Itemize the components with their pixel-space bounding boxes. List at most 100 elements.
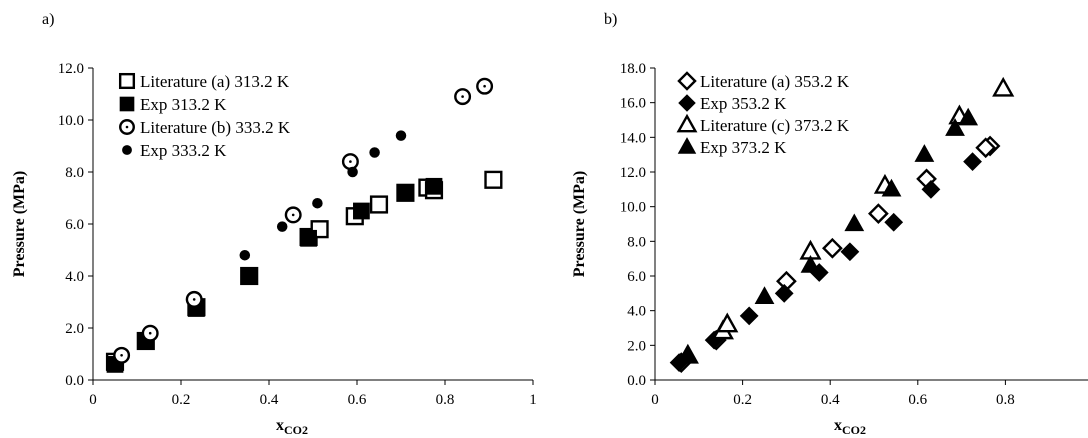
panel-label: a)	[42, 11, 54, 28]
data-point-dot	[148, 331, 152, 335]
legend-label: Exp 373.2 K	[700, 138, 787, 157]
y-tick-label: 16.0	[620, 96, 646, 112]
data-point	[921, 179, 941, 199]
x-axis-label: xCO2	[834, 417, 866, 437]
y-tick-label: 10.0	[620, 200, 646, 216]
x-axis-label-sub: CO2	[284, 423, 308, 437]
x-axis-label-main: x	[834, 417, 842, 434]
data-point	[425, 177, 443, 195]
y-tick-label: 14.0	[620, 130, 646, 146]
data-point	[945, 118, 965, 136]
data-point	[884, 212, 904, 232]
data-point-dot	[291, 213, 295, 217]
y-tick-label: 0.0	[65, 373, 84, 389]
chart-panel-b: b) 0.0 2.0 4.0 6.0 8.0 10.0 12.0 14.0 16.0 18.0 0 0.…	[571, 11, 1088, 437]
data-point-dot	[120, 354, 123, 357]
x-tick-label: 0.8	[996, 392, 1015, 408]
data-point	[353, 202, 370, 220]
series-1	[106, 177, 443, 373]
data-point	[739, 306, 759, 326]
y-tick-label: 12.0	[58, 61, 84, 77]
legend-label: Exp 313.2 K	[140, 95, 227, 114]
data-point-dot	[461, 95, 464, 98]
x-tick-label: 0.2	[172, 392, 191, 408]
x-tick-label: 1	[529, 392, 537, 408]
data-point	[239, 249, 251, 261]
x-tick-label: 0.6	[348, 392, 367, 408]
y-tick-label: 18.0	[620, 61, 646, 77]
data-point-dot	[349, 160, 352, 163]
data-point	[868, 203, 889, 224]
data-point	[774, 283, 794, 303]
y-tick-label: 8.0	[65, 165, 84, 181]
data-point-dot	[483, 84, 486, 88]
legend-label: Exp 333.2 K	[140, 141, 227, 160]
x-tick-label: 0	[651, 392, 659, 408]
series-0	[105, 170, 503, 371]
data-point	[395, 130, 407, 141]
x-tick-label: 0	[89, 392, 97, 408]
data-point	[844, 213, 865, 232]
y-tick-label: 12.0	[620, 165, 646, 181]
data-point	[881, 178, 902, 197]
legend-marker	[678, 94, 696, 112]
y-tick-label: 4.0	[65, 269, 84, 285]
legend-marker-dot	[125, 125, 129, 129]
x-axis-label-sub: CO2	[842, 423, 866, 437]
legend-label: Literature (c) 373.2 K	[700, 116, 850, 135]
data-point	[276, 221, 288, 232]
data-point	[347, 166, 358, 178]
data-point	[312, 197, 323, 209]
y-axis-label: Pressure (MPa)	[571, 171, 588, 277]
y-tick-label: 6.0	[627, 269, 646, 285]
data-point	[914, 144, 935, 162]
data-point	[822, 237, 843, 259]
data-point	[716, 312, 739, 333]
y-tick-label: 4.0	[627, 304, 646, 320]
legend-label: Exp 353.2 K	[700, 94, 787, 113]
legend-marker	[119, 96, 135, 112]
y-tick-label: 2.0	[65, 321, 84, 337]
x-tick-label: 0.2	[733, 392, 752, 408]
legend-marker	[676, 113, 698, 133]
legend: Literature (a) 313.2 K Exp 313.2 K Literat…	[118, 72, 291, 160]
y-tick-label: 10.0	[58, 113, 84, 129]
data-point	[800, 255, 821, 273]
panel-label: b)	[604, 11, 617, 28]
chart-panel-a: a) 0.0 2.0 4.0 6.0 8.0 10.0 12.0 0 0.2 0.4 0.6 0.8 1 P…	[11, 11, 537, 437]
x-axis-label: xCO2	[276, 417, 308, 437]
legend-label: Literature (a) 313.2 K	[140, 72, 290, 91]
x-tick-label: 0.6	[908, 392, 927, 408]
data-point	[240, 267, 258, 285]
legend-marker	[118, 72, 136, 90]
data-point	[992, 76, 1015, 97]
y-tick-label: 0.0	[627, 373, 646, 389]
x-axis-label-main: x	[276, 417, 284, 434]
x-tick-label: 0.4	[260, 392, 279, 408]
data-point	[369, 195, 389, 214]
legend-label: Literature (b) 333.2 K	[140, 118, 291, 137]
data-point	[369, 147, 380, 158]
y-tick-label: 8.0	[627, 234, 646, 250]
legend-marker	[677, 71, 697, 91]
data-point	[958, 107, 979, 126]
x-tick-label: 0.4	[821, 392, 840, 408]
legend-label: Literature (a) 353.2 K	[700, 72, 850, 91]
series-2	[113, 77, 494, 364]
data-point-dot	[192, 298, 196, 301]
legend-marker	[122, 145, 132, 155]
data-point	[840, 242, 860, 262]
data-point	[397, 184, 414, 202]
data-point	[975, 137, 997, 159]
data-point	[484, 170, 503, 189]
y-axis-label: Pressure (MPa)	[11, 171, 28, 277]
y-tick-label: 6.0	[65, 217, 84, 233]
series-3	[677, 107, 979, 363]
data-point	[754, 286, 775, 304]
legend: Literature (a) 353.2 K Exp 353.2 K Literat…	[676, 71, 850, 157]
data-point	[300, 229, 317, 247]
data-point	[963, 152, 982, 171]
series-3	[239, 130, 407, 261]
y-tick-label: 2.0	[627, 338, 646, 354]
